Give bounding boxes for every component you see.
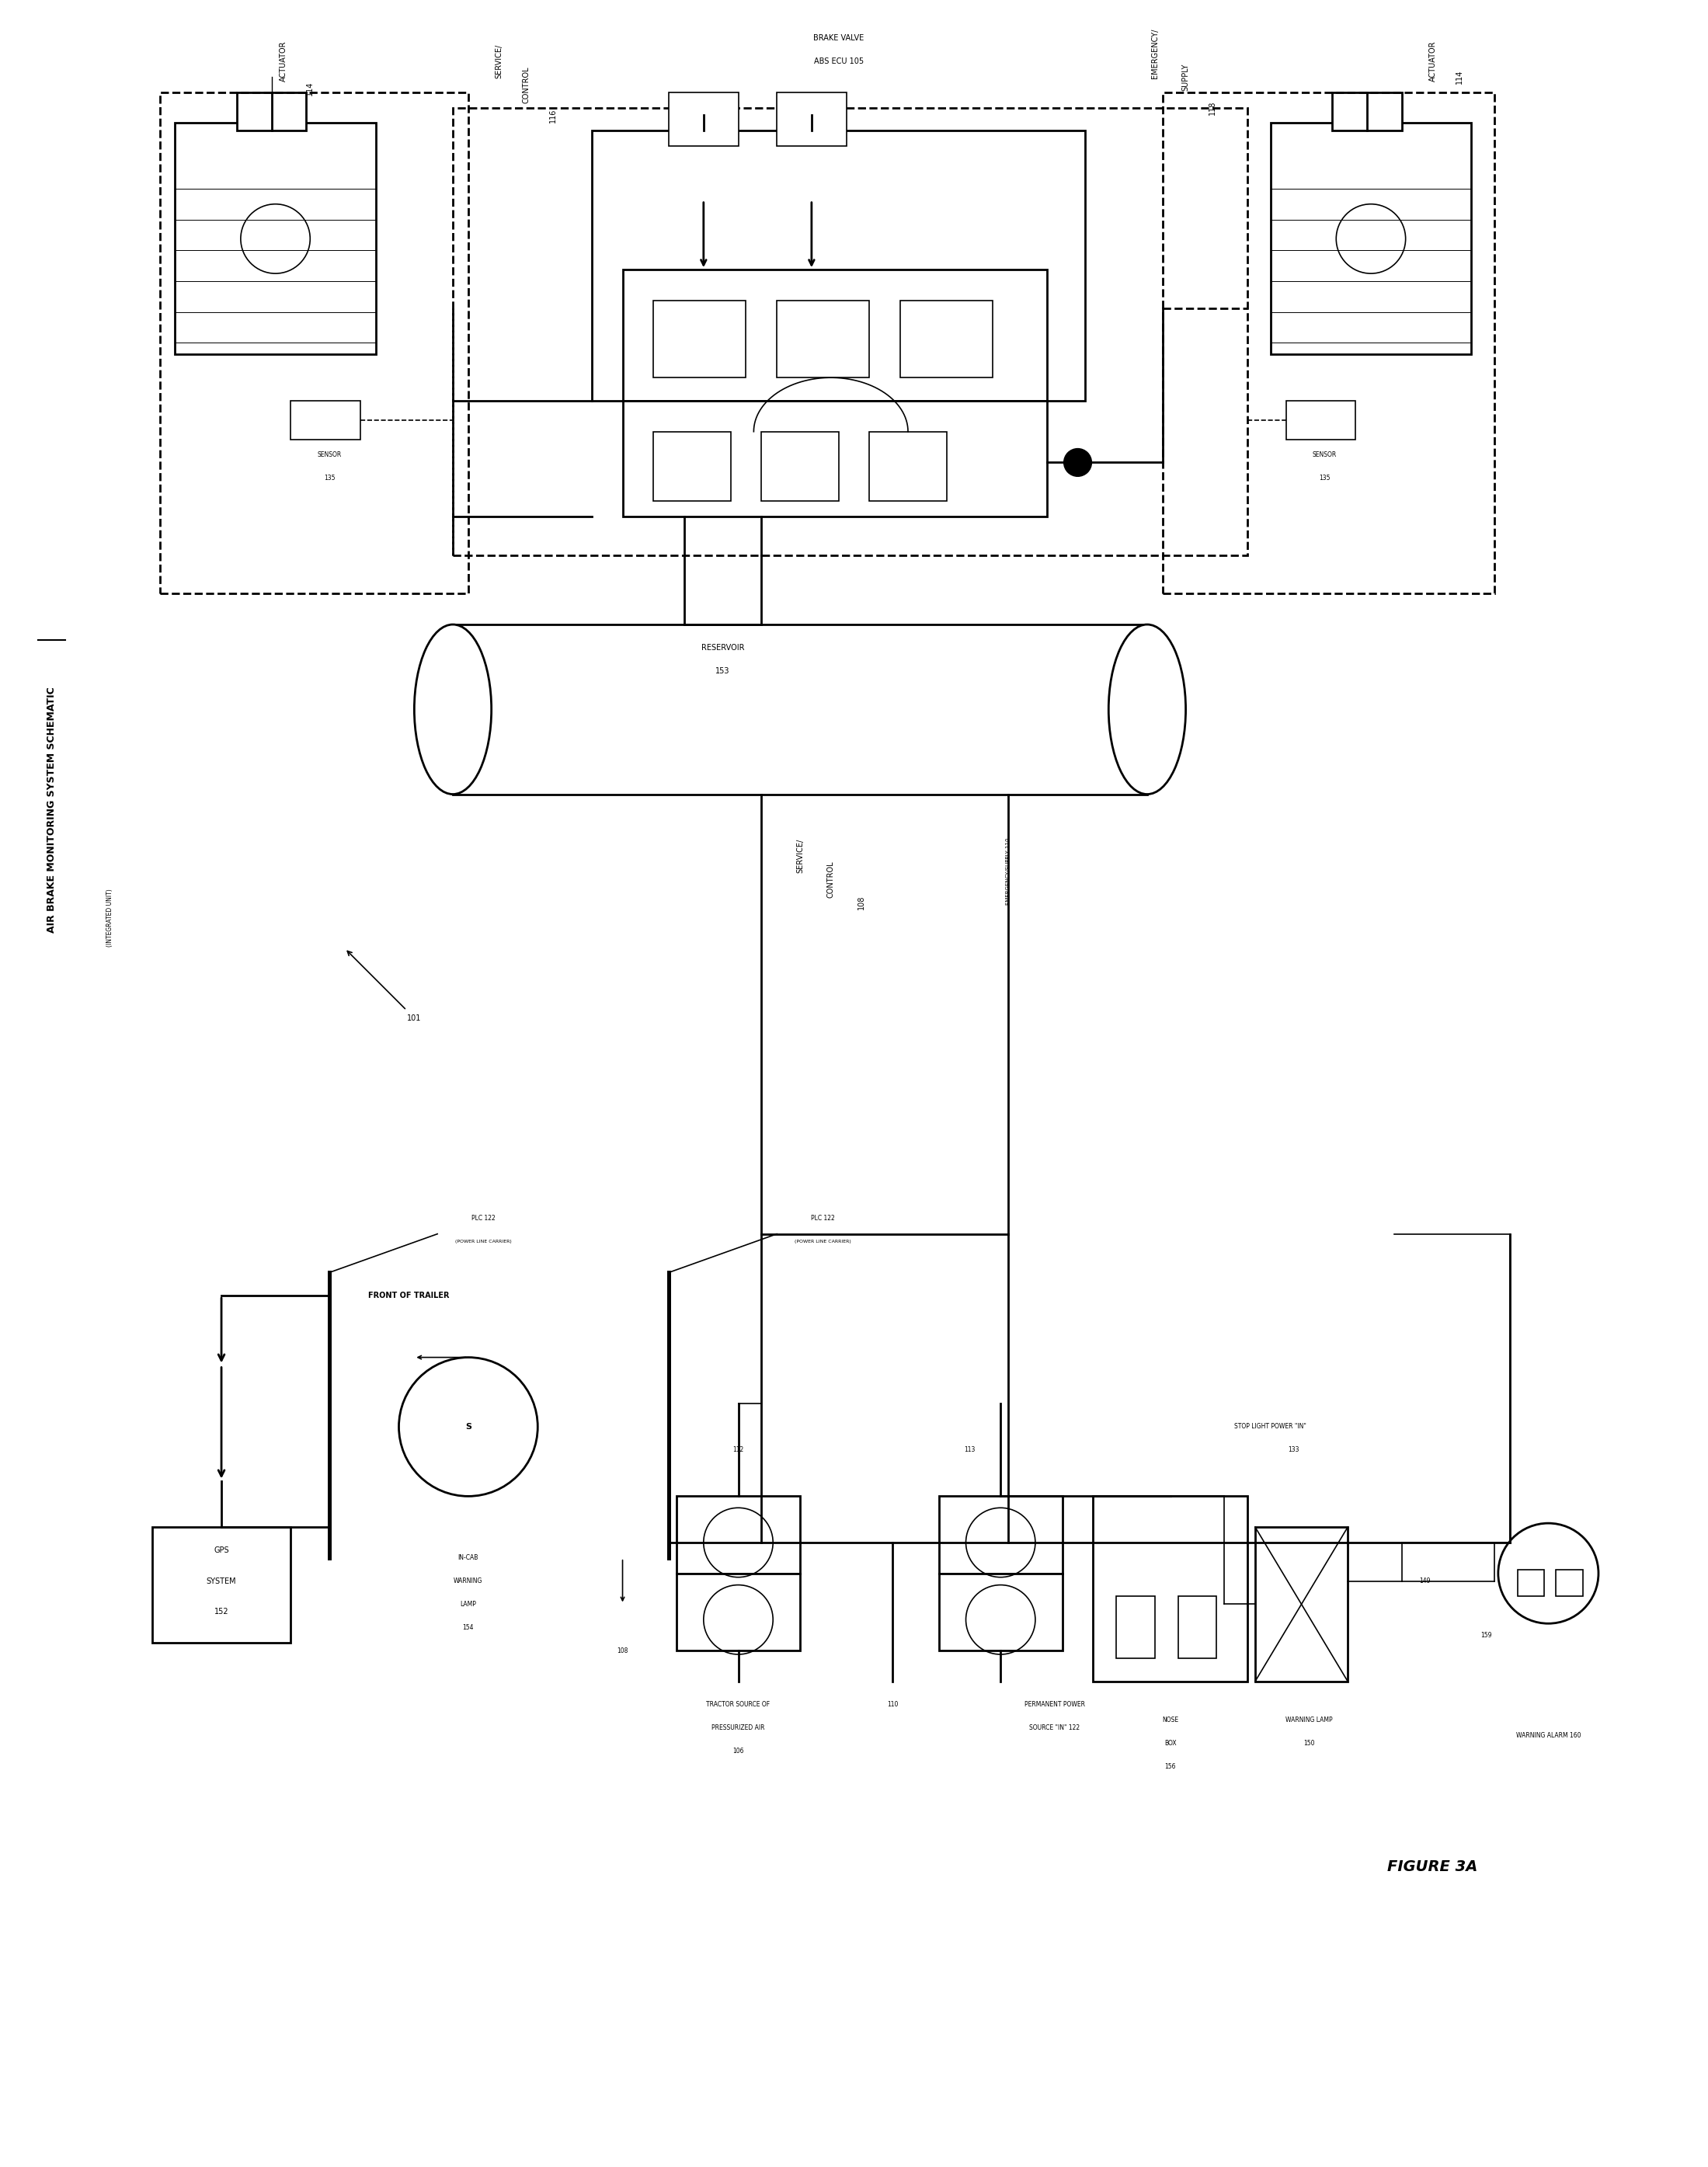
Text: GPS: GPS bbox=[214, 1547, 229, 1554]
Text: 154: 154 bbox=[463, 1623, 473, 1632]
Text: WARNING: WARNING bbox=[454, 1578, 483, 1584]
Bar bbox=[869, 431, 946, 501]
Text: 149: 149 bbox=[1419, 1578, 1431, 1584]
Text: EMERGENCY/: EMERGENCY/ bbox=[1151, 28, 1158, 78]
Text: IN-CAB: IN-CAB bbox=[458, 1554, 478, 1562]
Bar bbox=[290, 401, 360, 440]
Text: PRESSURIZED AIR: PRESSURIZED AIR bbox=[712, 1725, 765, 1731]
Text: WARNING ALARM 160: WARNING ALARM 160 bbox=[1517, 1731, 1580, 1738]
Text: (INTEGRATED UNIT): (INTEGRATED UNIT) bbox=[106, 888, 113, 947]
Text: 108: 108 bbox=[857, 895, 866, 910]
Bar bbox=[1179, 1597, 1216, 1658]
Text: TRACTOR SOURCE OF: TRACTOR SOURCE OF bbox=[707, 1701, 770, 1708]
Bar bbox=[176, 124, 376, 355]
Bar bbox=[159, 93, 468, 594]
Text: 108: 108 bbox=[617, 1647, 629, 1653]
Text: NOSE: NOSE bbox=[1161, 1716, 1179, 1723]
Bar bbox=[1093, 1495, 1247, 1682]
Text: EMERGENCY/SUPPLY 110: EMERGENCY/SUPPLY 110 bbox=[1006, 839, 1011, 906]
Text: 156: 156 bbox=[1165, 1762, 1175, 1770]
Text: AIR BRAKE MONITORING SYSTEM SCHEMATIC: AIR BRAKE MONITORING SYSTEM SCHEMATIC bbox=[46, 687, 56, 932]
Text: CONTROL: CONTROL bbox=[523, 65, 529, 104]
Bar bbox=[1517, 1569, 1544, 1597]
Text: WARNING LAMP: WARNING LAMP bbox=[1286, 1716, 1332, 1723]
Text: 159: 159 bbox=[1481, 1632, 1493, 1638]
Text: 106: 106 bbox=[733, 1747, 745, 1755]
Bar bbox=[676, 1573, 799, 1651]
Text: 101: 101 bbox=[407, 1014, 422, 1023]
Ellipse shape bbox=[1108, 624, 1185, 795]
Text: 133: 133 bbox=[1288, 1445, 1300, 1454]
Bar bbox=[237, 93, 306, 130]
Text: 110: 110 bbox=[886, 1701, 898, 1708]
Bar bbox=[622, 269, 1047, 401]
Text: 152: 152 bbox=[214, 1608, 229, 1617]
Bar bbox=[654, 301, 746, 377]
Bar bbox=[762, 431, 839, 501]
Text: SERVICE/: SERVICE/ bbox=[495, 43, 504, 78]
Bar bbox=[939, 1495, 1062, 1573]
Text: S: S bbox=[465, 1424, 471, 1430]
Text: SERVICE/: SERVICE/ bbox=[796, 839, 804, 873]
Bar bbox=[591, 130, 1086, 401]
Bar bbox=[622, 401, 1047, 516]
Text: STOP LIGHT POWER "IN": STOP LIGHT POWER "IN" bbox=[1235, 1424, 1307, 1430]
Bar bbox=[453, 624, 1148, 795]
Text: CONTROL: CONTROL bbox=[827, 860, 835, 897]
Text: 135: 135 bbox=[1319, 475, 1331, 481]
Text: ACTUATOR: ACTUATOR bbox=[278, 41, 287, 82]
Circle shape bbox=[1064, 449, 1091, 477]
Bar bbox=[654, 431, 731, 501]
Bar bbox=[1163, 93, 1494, 594]
Bar bbox=[670, 93, 738, 145]
Text: 114: 114 bbox=[1455, 69, 1464, 85]
Bar bbox=[777, 301, 869, 377]
Bar bbox=[1255, 1528, 1348, 1682]
Bar bbox=[152, 1528, 290, 1643]
Text: 135: 135 bbox=[325, 475, 335, 481]
Text: SENSOR: SENSOR bbox=[318, 451, 342, 457]
Text: 116: 116 bbox=[550, 108, 557, 124]
Text: ABS ECU 105: ABS ECU 105 bbox=[813, 59, 864, 65]
Bar bbox=[676, 1495, 799, 1573]
Ellipse shape bbox=[415, 624, 492, 795]
Text: (POWER LINE CARRIER): (POWER LINE CARRIER) bbox=[794, 1240, 851, 1244]
Bar bbox=[1556, 1569, 1583, 1597]
Text: SYSTEM: SYSTEM bbox=[207, 1578, 236, 1584]
Text: LAMP: LAMP bbox=[459, 1601, 477, 1608]
Text: 114: 114 bbox=[306, 80, 314, 95]
Text: RESERVOIR: RESERVOIR bbox=[702, 644, 745, 652]
Text: SOURCE "IN" 122: SOURCE "IN" 122 bbox=[1030, 1725, 1079, 1731]
Text: 112: 112 bbox=[733, 1445, 743, 1454]
Bar bbox=[939, 1573, 1062, 1651]
Text: PLC 122: PLC 122 bbox=[811, 1216, 835, 1222]
Text: FRONT OF TRAILER: FRONT OF TRAILER bbox=[367, 1292, 449, 1300]
Text: PLC 122: PLC 122 bbox=[471, 1216, 495, 1222]
Text: BOX: BOX bbox=[1165, 1740, 1177, 1747]
Text: 150: 150 bbox=[1303, 1740, 1315, 1747]
Bar bbox=[1332, 93, 1402, 130]
Bar bbox=[1271, 124, 1471, 355]
Bar bbox=[453, 108, 1247, 555]
Bar bbox=[900, 301, 992, 377]
Text: 153: 153 bbox=[716, 667, 729, 674]
Text: SUPPLY: SUPPLY bbox=[1182, 63, 1189, 91]
Bar bbox=[1286, 401, 1356, 440]
Bar bbox=[777, 93, 845, 145]
Text: ACTUATOR: ACTUATOR bbox=[1428, 41, 1436, 82]
Text: 118: 118 bbox=[1209, 100, 1216, 115]
Text: FIGURE 3A: FIGURE 3A bbox=[1387, 1859, 1477, 1874]
Text: PERMANENT POWER: PERMANENT POWER bbox=[1025, 1701, 1085, 1708]
Text: SENSOR: SENSOR bbox=[1312, 451, 1337, 457]
Bar bbox=[1117, 1597, 1155, 1658]
Text: (POWER LINE CARRIER): (POWER LINE CARRIER) bbox=[456, 1240, 512, 1244]
Text: 113: 113 bbox=[963, 1445, 975, 1454]
Text: BRAKE VALVE: BRAKE VALVE bbox=[813, 35, 864, 41]
